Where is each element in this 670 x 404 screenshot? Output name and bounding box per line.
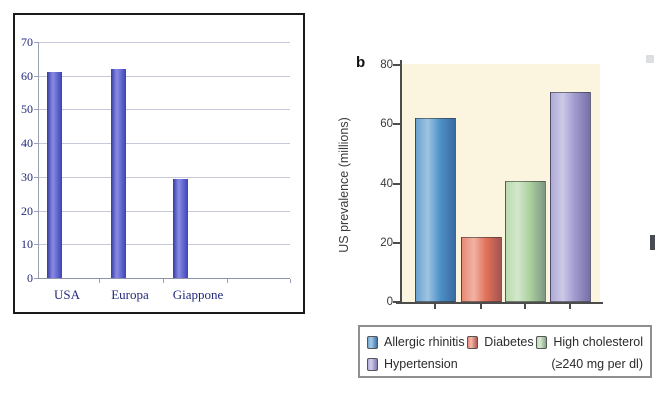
y-tick-label: 20 (21, 203, 33, 218)
legend-row-2: Hypertension (≥240 mg per dl) (367, 353, 643, 375)
y-tick-label: 0 (386, 296, 393, 308)
gridline (38, 109, 290, 111)
high-cholesterol-swatch-icon (536, 335, 548, 349)
y-axis-tick (393, 64, 400, 66)
legend-label: Hypertension (384, 357, 458, 371)
gridline (38, 244, 290, 246)
y-tick-label: 50 (21, 102, 33, 117)
x-axis-tick (480, 304, 482, 309)
legend-box: Allergic rhinitis Diabetes High choleste… (358, 325, 652, 378)
bar-usa (47, 72, 62, 278)
y-tick-label: 40 (21, 136, 33, 151)
gridline (38, 75, 290, 77)
x-tick-label-europa: Europa (111, 287, 149, 302)
y-axis-tick (34, 210, 38, 212)
x-axis-tick (524, 304, 526, 309)
y-axis-tick (393, 241, 400, 244)
y-axis-tick (34, 244, 38, 246)
x-tick-label-usa: USA (53, 287, 80, 302)
panel-label: b (356, 54, 366, 71)
x-axis-tick (163, 279, 164, 283)
x-axis-line (396, 302, 603, 304)
bar-giappone (173, 179, 188, 278)
hypertension-swatch-icon (367, 357, 378, 371)
gridline (38, 210, 290, 212)
y-tick-label: 60 (21, 68, 33, 83)
y-tick-label: 30 (21, 169, 33, 184)
cropped-artifact-top (646, 55, 654, 63)
legend-sublabel: (≥240 mg per dl) (551, 357, 643, 371)
diabetes-swatch-icon (467, 335, 479, 349)
legend-item-high-cholesterol: High cholesterol (536, 335, 643, 349)
y-axis-tick (393, 123, 400, 126)
y-tick-label: 40 (380, 177, 393, 190)
y-tick-label: 60 (380, 118, 393, 131)
y-axis-tick (34, 278, 38, 279)
y-axis-tick (393, 182, 400, 185)
legend-item-diabetes: Diabetes (467, 335, 534, 349)
x-axis-tick (99, 279, 100, 283)
y-axis-tick (34, 176, 38, 178)
legend-label: Allergic rhinitis (384, 335, 465, 349)
legend-label: Diabetes (484, 335, 534, 349)
cropped-artifact-bottom (650, 235, 655, 250)
region-bar-chart: 70 60 50 40 30 20 10 0 USA Europa Giappone (13, 13, 305, 314)
y-tick-label: 20 (380, 236, 393, 249)
legend-item-hypertension: Hypertension (367, 357, 458, 371)
y-axis-tick (34, 143, 38, 145)
x-axis-tick (569, 304, 571, 309)
y-axis-tick (34, 42, 38, 43)
legend-label: High cholesterol (553, 335, 643, 349)
legend-item-allergic-rhinitis: Allergic rhinitis (367, 335, 465, 349)
y-tick-label: 10 (21, 237, 33, 252)
y-axis-title: US prevalence (millions) (337, 117, 351, 253)
bar-high-cholesterol (505, 181, 546, 302)
y-tick-label: 0 (27, 271, 33, 285)
gridline (38, 176, 290, 178)
y-axis-tick (34, 109, 38, 111)
bar-diabetes (461, 237, 502, 302)
allergic-rhinitis-swatch-icon (367, 335, 378, 349)
us-prevalence-bar-chart: b US prevalence (millions) 80 60 40 20 0 All… (335, 45, 670, 395)
x-axis-tick (290, 279, 291, 283)
x-axis-line (38, 278, 290, 279)
legend-row-1: Allergic rhinitis Diabetes High choleste… (367, 331, 643, 353)
y-tick-label: 70 (21, 35, 33, 49)
x-axis-tick (227, 279, 228, 283)
y-axis-tick (34, 75, 38, 77)
gridline (38, 42, 290, 43)
y-axis-line (400, 60, 402, 304)
x-tick-label-giappone: Giappone (172, 287, 224, 302)
gridline (38, 143, 290, 145)
bar-europa (111, 69, 126, 278)
bar-hypertension (550, 92, 591, 302)
x-axis-tick (434, 304, 436, 309)
y-tick-label: 80 (380, 59, 393, 71)
bar-allergic-rhinitis (415, 118, 456, 302)
y-axis-line (38, 42, 39, 278)
